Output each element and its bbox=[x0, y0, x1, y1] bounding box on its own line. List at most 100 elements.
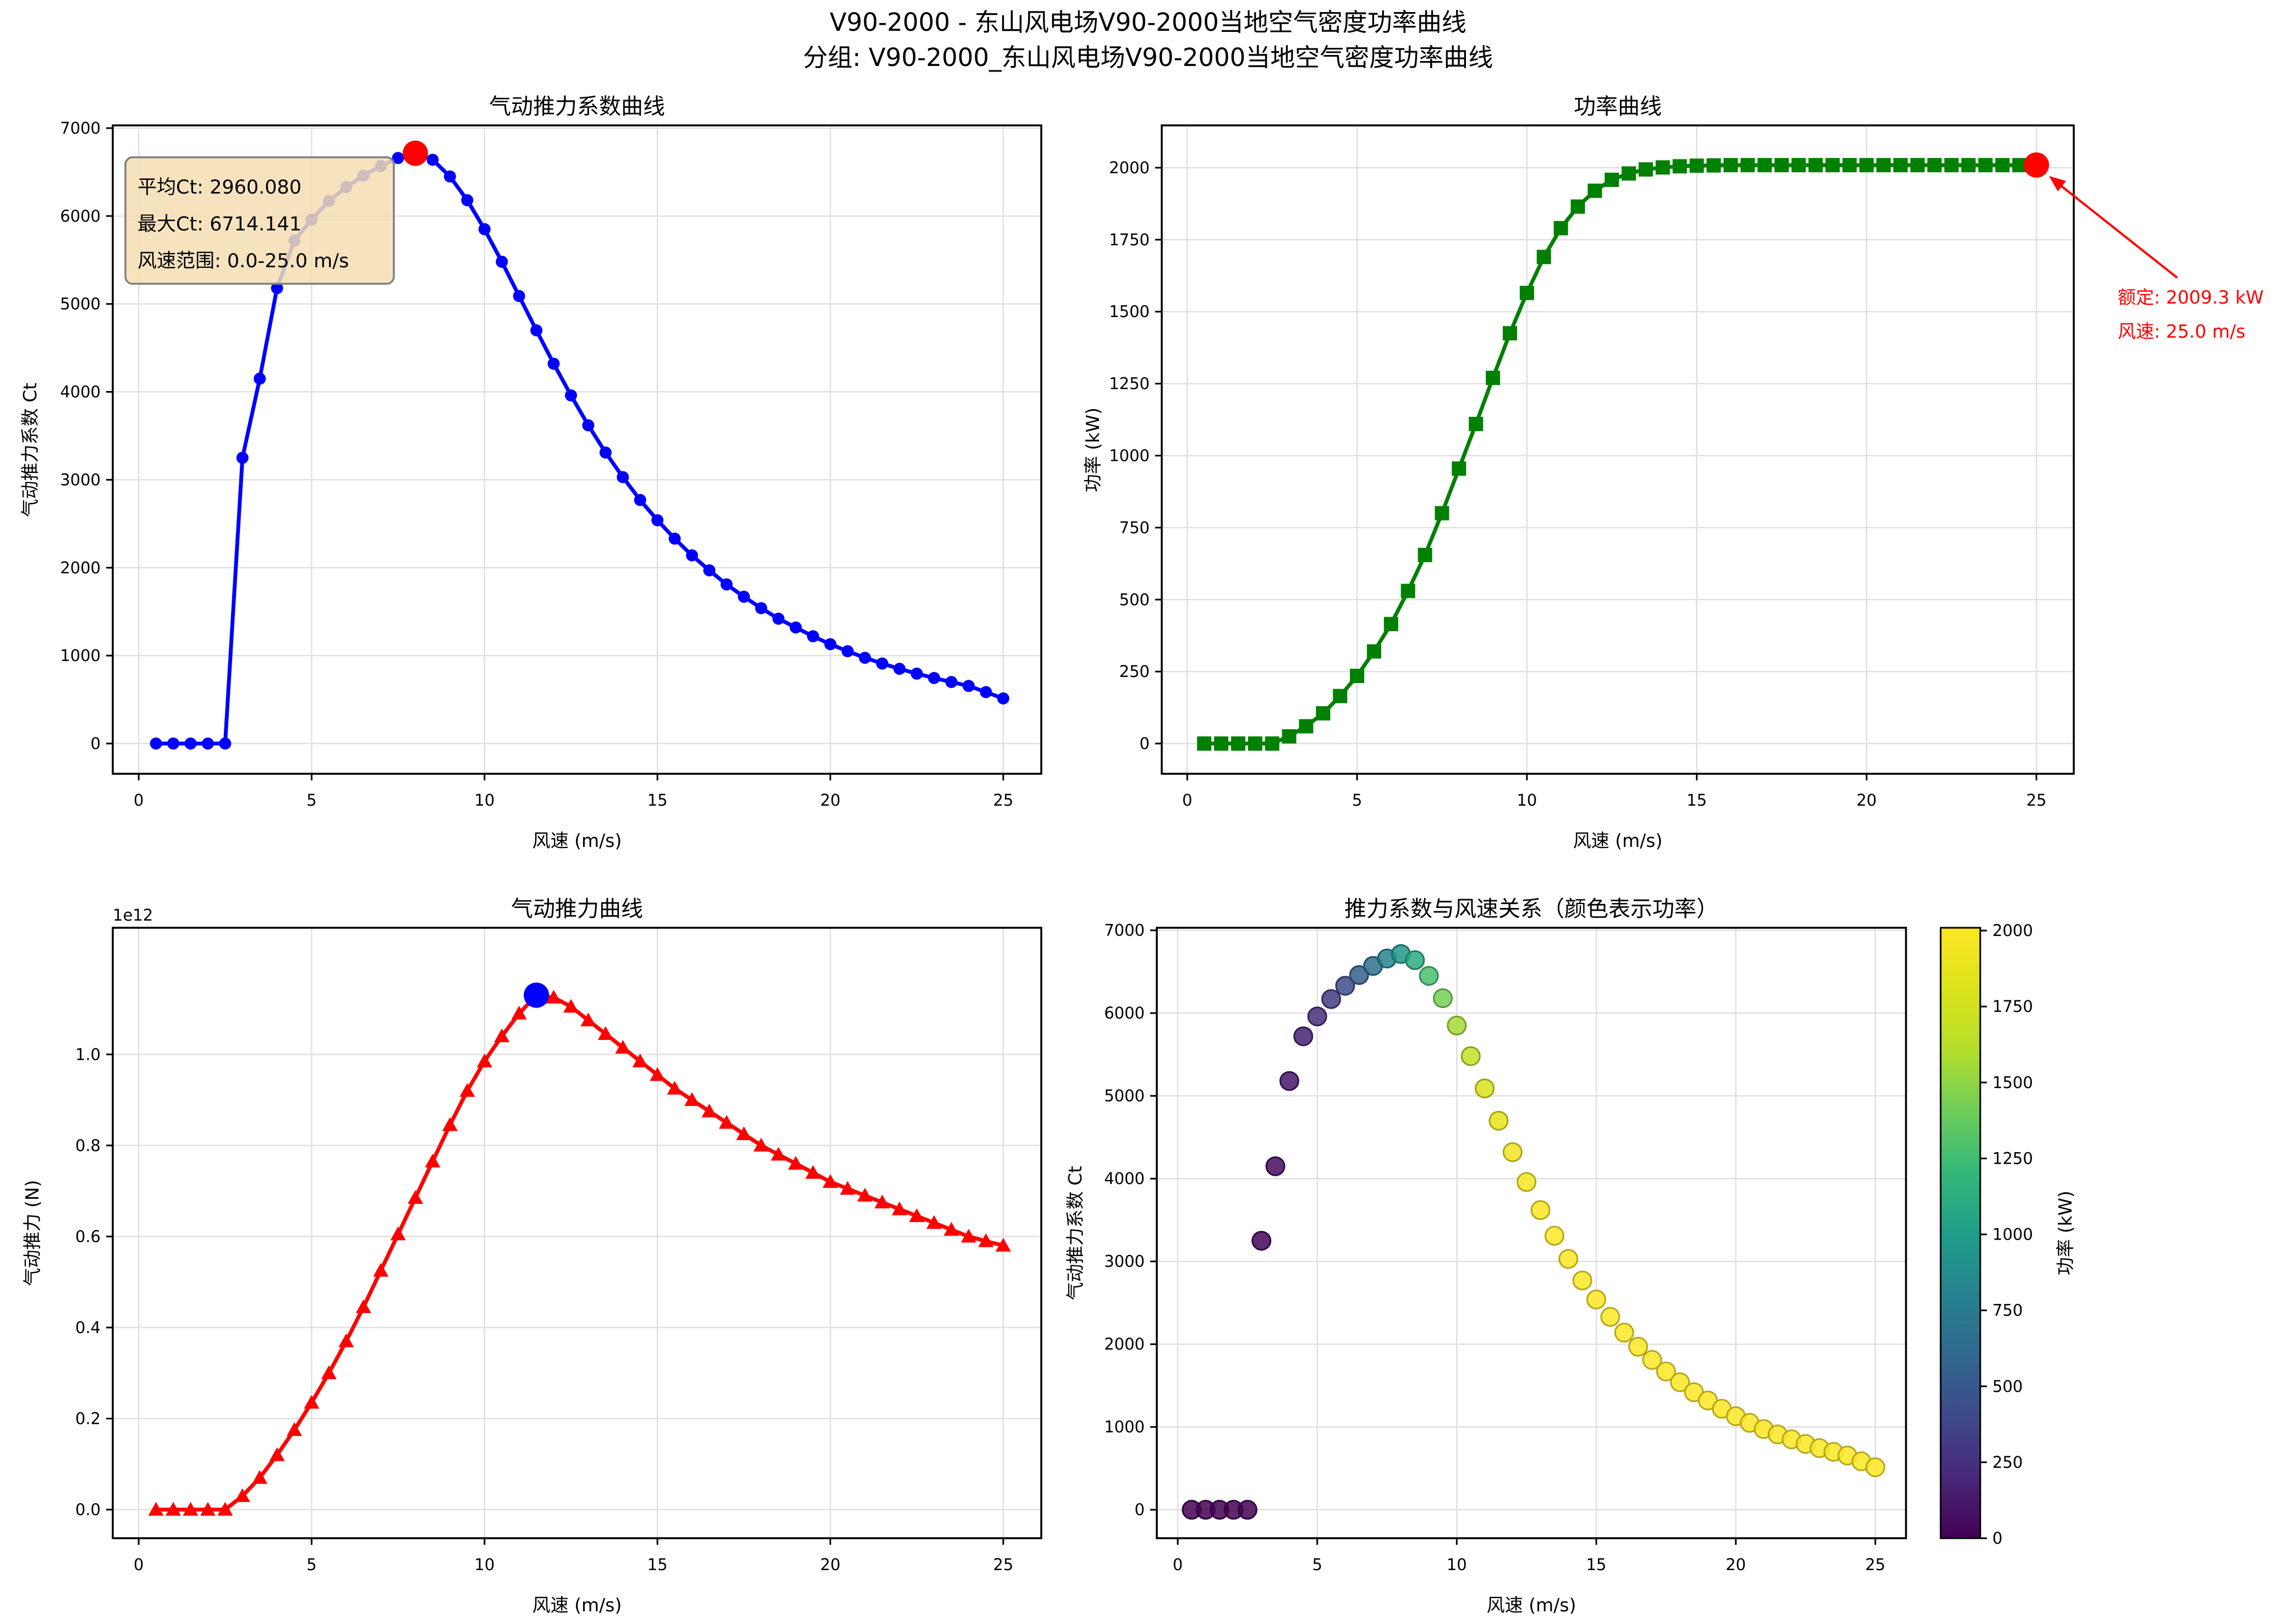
colorbar-frame bbox=[1940, 927, 1981, 1539]
data-point-marker bbox=[718, 1115, 734, 1129]
data-point-marker bbox=[876, 657, 888, 670]
y-tick-label: 1750 bbox=[1109, 230, 1150, 249]
data-point-marker bbox=[703, 564, 716, 577]
figure-title-line1: V90-2000 - 东山风电场V90-2000当地空气密度功率曲线 bbox=[830, 8, 1466, 37]
x-tick-label: 0 bbox=[1182, 791, 1192, 810]
scatter-point bbox=[1405, 950, 1425, 970]
y-tick-label: 1000 bbox=[60, 646, 101, 665]
x-tick-label: 5 bbox=[306, 1555, 316, 1574]
xaxis-label-scatter: 风速 (m/s) bbox=[1487, 1594, 1577, 1616]
data-point-marker bbox=[408, 1190, 424, 1204]
data-point-marker bbox=[338, 1333, 354, 1347]
data-point-marker bbox=[1757, 158, 1772, 173]
data-point-marker bbox=[513, 290, 525, 302]
data-point-marker bbox=[1808, 158, 1823, 173]
data-point-marker bbox=[615, 1039, 631, 1054]
scatter-point bbox=[1544, 1226, 1564, 1246]
scatter-point bbox=[1572, 1270, 1592, 1291]
colorbar-tick-label: 1750 bbox=[1992, 997, 2033, 1016]
colorbar-tick-label: 0 bbox=[1992, 1529, 2002, 1548]
x-tick-label: 10 bbox=[474, 1555, 495, 1574]
xaxis-label-ct: 风速 (m/s) bbox=[532, 830, 622, 851]
data-point-marker bbox=[910, 667, 923, 680]
data-point-marker bbox=[1927, 158, 1942, 173]
data-point-marker bbox=[945, 676, 958, 689]
data-point-marker bbox=[580, 1012, 596, 1027]
y-tick-label: 1.0 bbox=[75, 1045, 101, 1064]
scatter-point bbox=[1349, 965, 1369, 985]
y-tick-label: 6000 bbox=[1104, 1004, 1145, 1022]
data-point-marker bbox=[839, 1181, 855, 1195]
data-point-marker bbox=[632, 1053, 648, 1067]
axes-frame bbox=[112, 124, 1042, 775]
y-tick-label: 0 bbox=[1135, 1500, 1145, 1519]
data-point-marker bbox=[287, 1422, 303, 1436]
data-point-marker bbox=[960, 1229, 976, 1243]
data-point-marker bbox=[1825, 158, 1840, 173]
data-point-marker bbox=[530, 324, 543, 337]
data-point-marker bbox=[928, 671, 941, 684]
scatter-point bbox=[1307, 1006, 1327, 1027]
data-point-marker bbox=[736, 1126, 752, 1141]
data-point-marker bbox=[1435, 506, 1449, 521]
data-point-marker bbox=[962, 680, 975, 692]
plot-area-thrust-curve: 0 5 10 15 20 25 0.0 0.2 0.4 0.6 0.8 1.0 bbox=[75, 927, 1042, 1574]
yaxis-offset-text: 1e12 bbox=[113, 906, 153, 924]
data-point-marker bbox=[1910, 158, 1925, 173]
data-point-marker bbox=[978, 1233, 994, 1247]
data-point-marker bbox=[772, 612, 785, 625]
data-point-marker bbox=[859, 652, 871, 664]
data-point-marker bbox=[582, 419, 595, 432]
stats-box-background bbox=[124, 156, 395, 285]
data-point-marker bbox=[1876, 158, 1891, 173]
y-tick-label: 7000 bbox=[1104, 921, 1145, 940]
colorbar-gradient bbox=[1941, 928, 1980, 1538]
y-tick-label: 1250 bbox=[1109, 375, 1150, 393]
x-tick-label: 25 bbox=[993, 791, 1013, 810]
y-tick-label: 0 bbox=[91, 734, 101, 753]
yaxis-label-scatter: 气动推力系数 Ct bbox=[1064, 1166, 1086, 1301]
data-point-marker bbox=[1961, 158, 1976, 173]
stats-max-ct: 最大Ct: 6714.141 bbox=[138, 213, 301, 235]
data-point-marker bbox=[1740, 158, 1755, 173]
data-point-marker bbox=[564, 389, 577, 401]
x-tick-label: 10 bbox=[1517, 791, 1537, 810]
y-tick-label: 0.6 bbox=[75, 1227, 101, 1246]
rated-annotation-arrow-line bbox=[2057, 183, 2178, 279]
data-point-marker bbox=[1978, 158, 1993, 173]
data-point-marker bbox=[1197, 736, 1212, 751]
data-point-marker bbox=[909, 1208, 925, 1223]
data-point-marker bbox=[1383, 616, 1398, 631]
data-point-marker bbox=[1265, 736, 1279, 751]
data-point-marker bbox=[1316, 706, 1331, 721]
data-point-marker bbox=[494, 1028, 510, 1043]
data-point-marker bbox=[599, 446, 612, 459]
x-tick-label: 25 bbox=[1865, 1555, 1886, 1574]
data-point-marker bbox=[269, 1447, 285, 1461]
data-point-marker bbox=[893, 663, 906, 675]
data-point-marker bbox=[219, 737, 232, 750]
x-tick-label: 5 bbox=[1312, 1555, 1322, 1574]
y-tick-label: 0.4 bbox=[75, 1318, 101, 1337]
data-point-marker bbox=[183, 1502, 199, 1516]
rated-wind-text: 风速: 25.0 m/s bbox=[2118, 321, 2245, 342]
scatter-point bbox=[1419, 966, 1439, 986]
scatter-point bbox=[1447, 1015, 1467, 1036]
scatter-point bbox=[1251, 1231, 1272, 1251]
y-tick-label: 0.8 bbox=[75, 1136, 101, 1155]
data-point-marker bbox=[1842, 158, 1857, 173]
x-tick-label: 20 bbox=[1856, 791, 1877, 810]
data-point-marker bbox=[841, 645, 854, 658]
plot-area-ct-curve: 0 5 10 15 20 25 0 1000 2000 3000 4000 5000 6000 7000 bbox=[60, 119, 1042, 810]
data-point-marker bbox=[1400, 583, 1415, 598]
data-point-marker bbox=[150, 737, 162, 750]
y-tick-label: 7000 bbox=[60, 119, 101, 137]
colorbar-tick-label: 750 bbox=[1992, 1301, 2023, 1320]
scatter-point bbox=[1293, 1026, 1314, 1047]
scatter-point bbox=[1517, 1172, 1537, 1192]
data-point-marker bbox=[392, 152, 404, 164]
x-tick-label: 0 bbox=[134, 791, 144, 810]
data-point-marker bbox=[1486, 371, 1501, 386]
highlight-point bbox=[524, 982, 550, 1008]
